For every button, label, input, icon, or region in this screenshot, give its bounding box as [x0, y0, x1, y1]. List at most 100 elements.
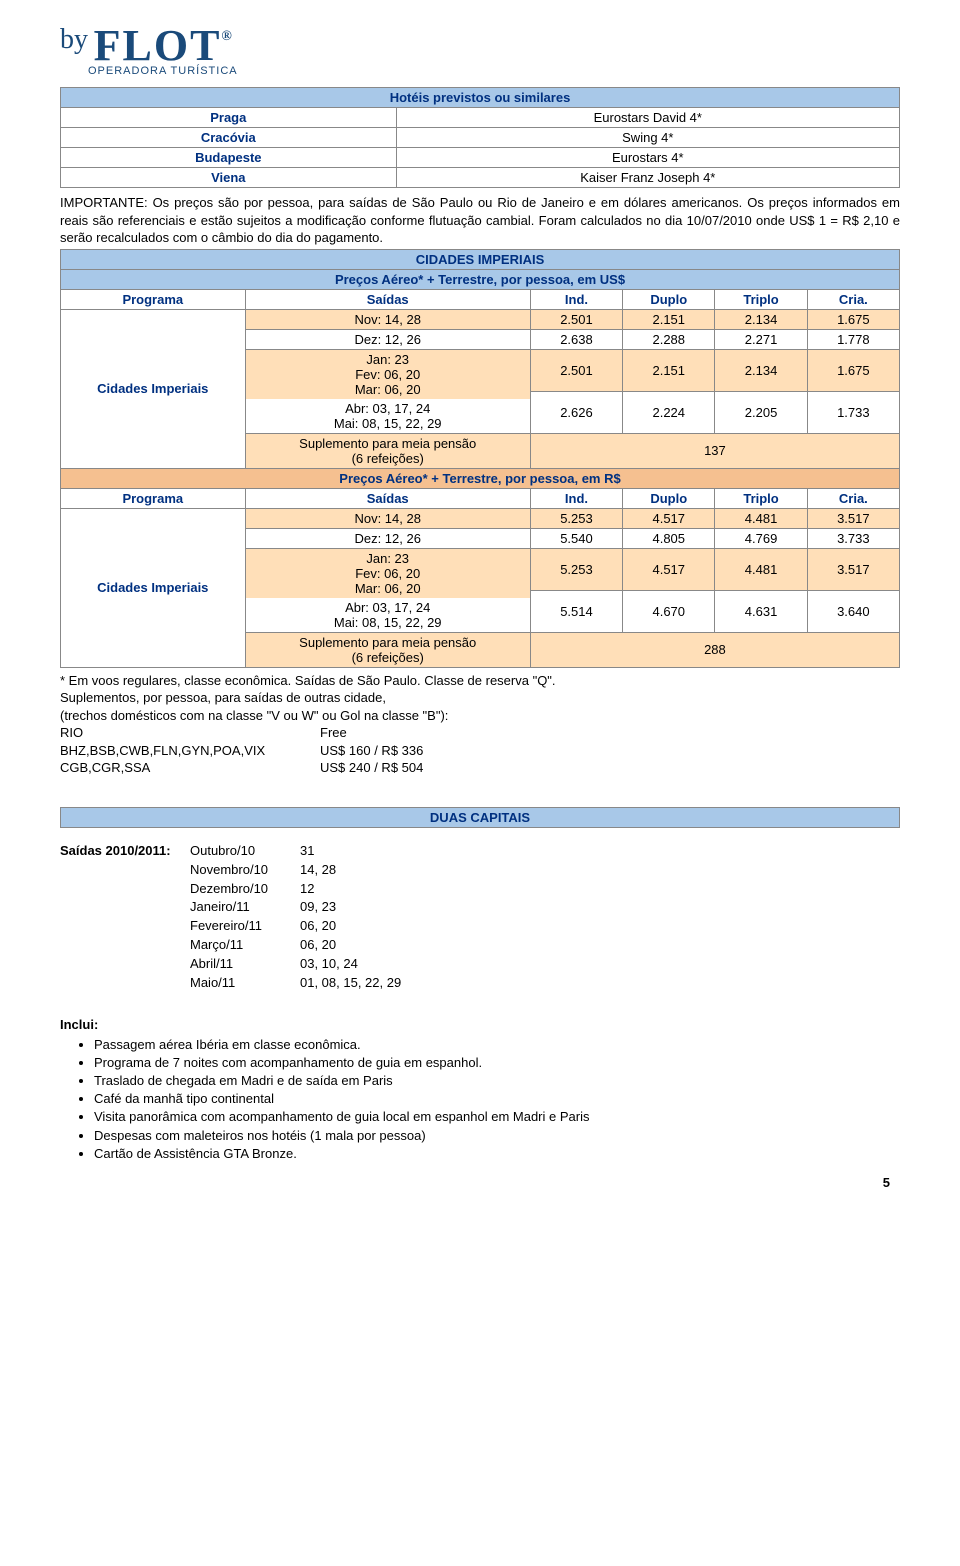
cell: 2.134	[715, 309, 807, 329]
hotel-name: Eurostars David 4*	[396, 108, 899, 128]
hdr-cria: Cria.	[807, 488, 899, 508]
cell: 4.481	[715, 548, 807, 590]
footnote-line: (trechos domésticos com na classe "V ou …	[60, 707, 900, 725]
usd-title: Preços Aéreo* + Terrestre, por pessoa, e…	[61, 269, 900, 289]
cell-text: Mar: 06, 20	[355, 581, 421, 596]
cell: 5.253	[530, 548, 622, 590]
hdr-ind: Ind.	[530, 289, 622, 309]
cell: 3.517	[807, 508, 899, 528]
price-table-usd: CIDADES IMPERIAIS Preços Aéreo* + Terres…	[60, 249, 900, 668]
cell: 4.481	[715, 508, 807, 528]
cell: Dez: 12, 26	[245, 528, 530, 548]
cell-text: Mar: 06, 20	[355, 382, 421, 397]
list-item: Despesas com maleteiros nos hotéis (1 ma…	[94, 1127, 900, 1145]
sched-month: Março/11	[190, 936, 300, 955]
hdr-triplo: Triplo	[715, 488, 807, 508]
includes-block: Inclui: Passagem aérea Ibéria em classe …	[60, 1017, 900, 1163]
sched-month: Novembro/10	[190, 861, 300, 880]
cell: Nov: 14, 28	[245, 508, 530, 528]
cell-text: Mai: 08, 15, 22, 29	[334, 416, 442, 431]
hdr-triplo: Triplo	[715, 289, 807, 309]
cell: 2.205	[715, 391, 807, 433]
cell: 2.151	[623, 309, 715, 329]
list-item: Programa de 7 noites com acompanhamento …	[94, 1054, 900, 1072]
cell-text: Fev: 06, 20	[355, 566, 420, 581]
hotel-name: Eurostars 4*	[396, 148, 899, 168]
cell: 2.271	[715, 329, 807, 349]
sched-month: Fevereiro/11	[190, 917, 300, 936]
sched-days: 14, 28	[300, 861, 336, 880]
cell: 4.517	[623, 508, 715, 528]
hdr-cria: Cria.	[807, 289, 899, 309]
sched-days: 03, 10, 24	[300, 955, 358, 974]
cell: 5.253	[530, 508, 622, 528]
cell: 3.733	[807, 528, 899, 548]
includes-title: Inclui:	[60, 1017, 98, 1032]
cell: Jan: 23 Fev: 06, 20 Mar: 06, 20 Abr: 03,…	[245, 349, 530, 433]
brl-title: Preços Aéreo* + Terrestre, por pessoa, e…	[61, 468, 900, 488]
sched-month: Outubro/10	[190, 842, 300, 861]
sched-days: 01, 08, 15, 22, 29	[300, 974, 401, 993]
hotels-table: Hotéis previstos ou similares PragaEuros…	[60, 87, 900, 188]
cell: Dez: 12, 26	[245, 329, 530, 349]
sched-days: 09, 23	[300, 898, 336, 917]
fn-price: US$ 240 / R$ 504	[320, 759, 900, 777]
cell: 1.733	[807, 391, 899, 433]
cell: 2.501	[530, 309, 622, 329]
important-note: IMPORTANTE: Os preços são por pessoa, pa…	[60, 194, 900, 247]
cell: 2.224	[623, 391, 715, 433]
cell: 2.501	[530, 349, 622, 391]
cell-text: Fev: 06, 20	[355, 367, 420, 382]
footnotes: * Em voos regulares, classe econômica. S…	[60, 672, 900, 777]
supp-val: 137	[530, 433, 899, 468]
sched-month: Dezembro/10	[190, 880, 300, 899]
sched-days: 06, 20	[300, 917, 336, 936]
supp-val: 288	[530, 632, 899, 667]
hotel-name: Swing 4*	[396, 128, 899, 148]
sched-days: 31	[300, 842, 314, 861]
cell: 2.134	[715, 349, 807, 391]
cell: 3.640	[807, 590, 899, 632]
cell: 4.769	[715, 528, 807, 548]
hdr-duplo: Duplo	[623, 488, 715, 508]
hotels-title: Hotéis previstos ou similares	[61, 88, 900, 108]
program-name: Cidades Imperiais	[61, 309, 246, 468]
cell: 4.517	[623, 548, 715, 590]
list-item: Traslado de chegada em Madri e de saída …	[94, 1072, 900, 1090]
includes-list: Passagem aérea Ibéria em classe econômic…	[60, 1036, 900, 1163]
sched-title: Saídas 2010/2011:	[60, 843, 171, 858]
list-item: Passagem aérea Ibéria em classe econômic…	[94, 1036, 900, 1054]
section-title-2: DUAS CAPITAIS	[60, 807, 900, 828]
sched-month: Maio/11	[190, 974, 300, 993]
logo: by FLOT® OPERADORA TURÍSTICA	[60, 20, 900, 77]
sched-month: Janeiro/11	[190, 898, 300, 917]
hotel-city: Cracóvia	[61, 128, 397, 148]
fn-city: CGB,CGR,SSA	[60, 759, 320, 777]
cell-text: Abr: 03, 17, 24	[345, 401, 430, 416]
cell-text: Jan: 23	[366, 551, 409, 566]
hdr-duplo: Duplo	[623, 289, 715, 309]
cell: 2.638	[530, 329, 622, 349]
cell: 1.778	[807, 329, 899, 349]
footnote-line: Suplementos, por pessoa, para saídas de …	[60, 689, 900, 707]
cell: 4.670	[623, 590, 715, 632]
schedule: Saídas 2010/2011: Outubro/10 31 Novembro…	[60, 842, 900, 993]
cell: 2.151	[623, 349, 715, 391]
cell: 1.675	[807, 349, 899, 391]
program-name: Cidades Imperiais	[61, 508, 246, 667]
list-item: Cartão de Assistência GTA Bronze.	[94, 1145, 900, 1163]
cell-text: Jan: 23	[366, 352, 409, 367]
footnote-line: * Em voos regulares, classe econômica. S…	[60, 672, 900, 690]
supp-label: Suplemento para meia pensão(6 refeições)	[245, 632, 530, 667]
cell-text: Abr: 03, 17, 24	[345, 600, 430, 615]
cell: Nov: 14, 28	[245, 309, 530, 329]
section-title: CIDADES IMPERIAIS	[61, 249, 900, 269]
cell-text: Mai: 08, 15, 22, 29	[334, 615, 442, 630]
cell: 1.675	[807, 309, 899, 329]
sched-month: Abril/11	[190, 955, 300, 974]
sched-days: 12	[300, 880, 314, 899]
logo-by: by	[60, 24, 88, 56]
cell: 5.514	[530, 590, 622, 632]
hdr-sal: Saídas	[245, 289, 530, 309]
cell: Jan: 23 Fev: 06, 20 Mar: 06, 20 Abr: 03,…	[245, 548, 530, 632]
